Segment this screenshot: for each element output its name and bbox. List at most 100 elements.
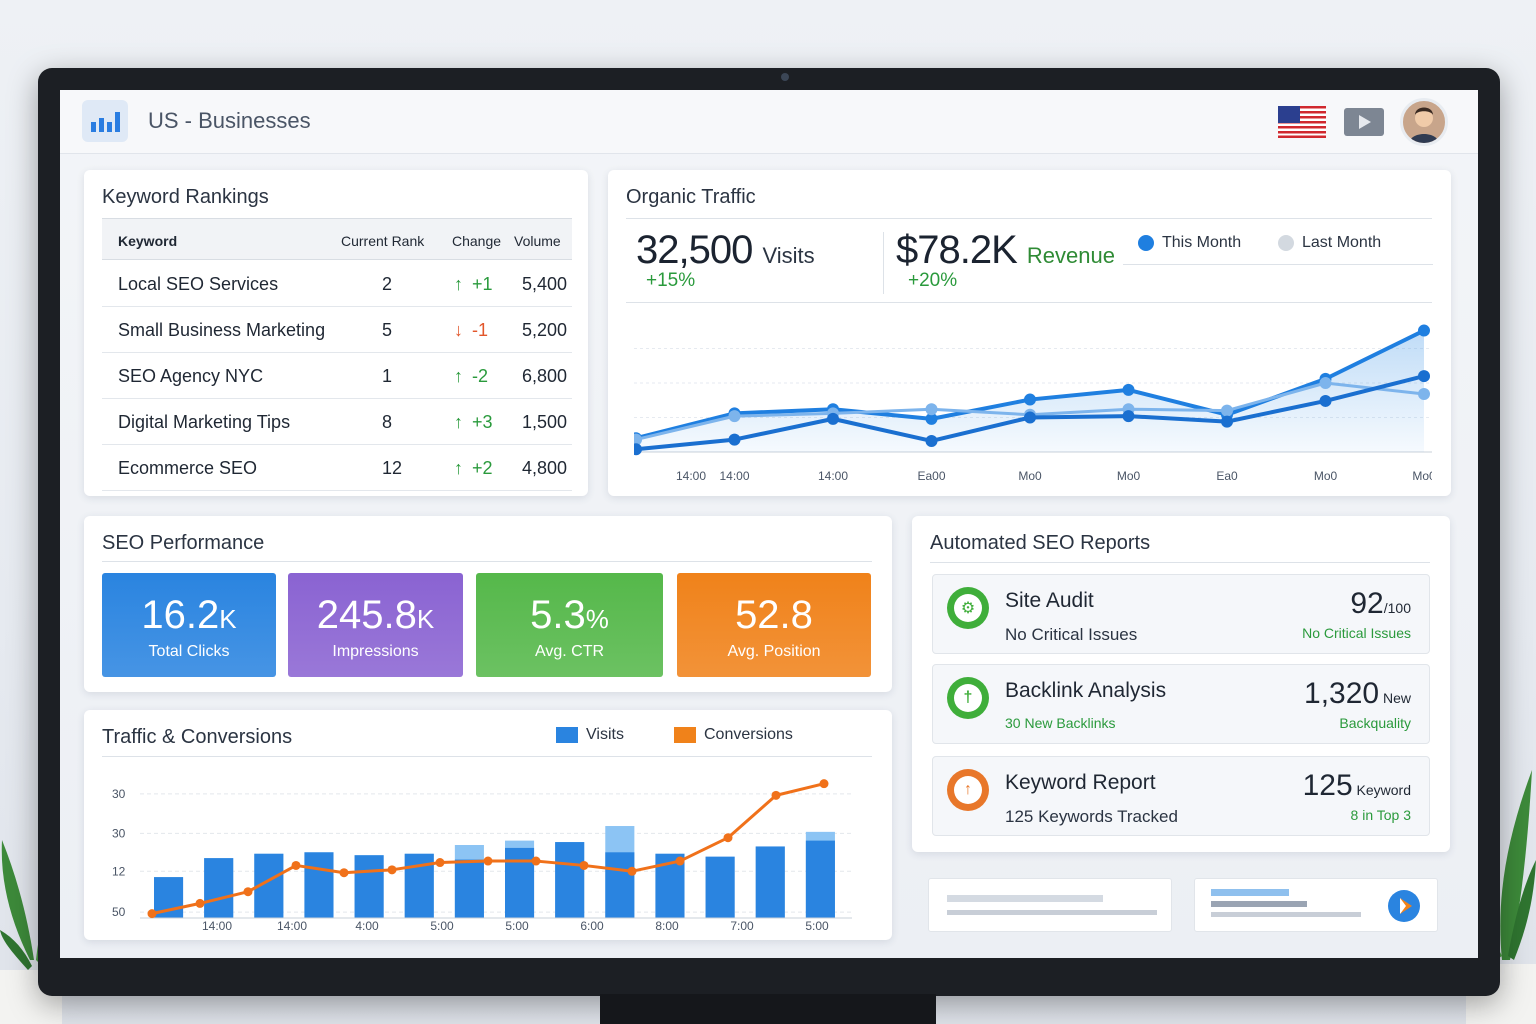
keyword-row[interactable]: Local SEO Services 2 ↑ +1 5,400 (102, 261, 572, 307)
automated-seo-reports-card: Automated SEO Reports ⚙ Site Audit No Crit… (912, 516, 1450, 852)
conversions-point[interactable] (675, 856, 685, 866)
conversions-point[interactable] (531, 856, 541, 866)
kpi-tile-total-clicks[interactable]: 16.2K Total Clicks (102, 573, 276, 677)
report-keyword-report[interactable]: ↑ Keyword Report 125 Keywords Tracked 125 K… (932, 756, 1430, 836)
keyword-row[interactable]: Small Business Marketing 5 ↓ -1 5,200 (102, 307, 572, 353)
us-flag-icon[interactable] (1278, 106, 1326, 138)
conversions-point[interactable] (579, 860, 589, 870)
traffic-conversions-bar-chart[interactable]: 30 30 12 50 14:00 14:00 4:00 5:00 5:00 6:00 8:00 7:… (102, 762, 874, 934)
legend-this-month[interactable]: This Month (1138, 234, 1241, 252)
visits-bar[interactable] (805, 840, 835, 918)
kpi-label: Total Clicks (148, 643, 230, 660)
monitor-frame: US - Businesses Keyword Rankings (38, 68, 1500, 996)
conversions-point[interactable] (195, 898, 205, 908)
visits-bar[interactable] (555, 842, 585, 918)
conversions-point[interactable] (723, 833, 733, 843)
visits-metric: 32,500 Visits (636, 228, 815, 273)
report-title: Backlink Analysis (1005, 679, 1167, 702)
conversions-point[interactable] (483, 856, 493, 866)
organic-traffic-line-chart[interactable]: 14:00 14:00 14:00 Ea00 Mo0 Mo0 Ea0 Mo0 Mo0 (634, 310, 1432, 492)
lower-series-point[interactable] (1319, 394, 1332, 407)
report-title: Keyword Report (1005, 771, 1156, 794)
lower-series-point[interactable] (1024, 411, 1036, 424)
report-number: 1,320 New (1304, 677, 1411, 710)
this-month-point[interactable] (1024, 393, 1036, 406)
keyword-row[interactable]: Digital Marketing Tips 8 ↑ +3 1,500 (102, 399, 572, 445)
keyword-table-header: Keyword Current Rank Change Volume (102, 218, 572, 260)
last-month-dot-icon (1278, 235, 1294, 251)
mini-card-right[interactable] (1194, 878, 1438, 932)
lower-series-point[interactable] (827, 412, 839, 425)
report-site-audit[interactable]: ⚙ Site Audit No Critical Issues 92/100 No Cr… (932, 574, 1430, 654)
kpi-value: 16.2K (141, 593, 237, 637)
lower-series-point[interactable] (1122, 410, 1135, 423)
visits-bar[interactable] (755, 846, 785, 918)
monitor-stand (600, 994, 936, 1024)
visits-bar[interactable] (204, 858, 234, 918)
legend-this-month-label: This Month (1162, 234, 1242, 251)
arrow-up-icon: ↑ (454, 274, 463, 294)
last-month-point[interactable] (1221, 404, 1233, 417)
change-cell: -2 (472, 366, 489, 386)
revenue-value: $78.2K (896, 228, 1018, 272)
keyword-row[interactable]: SEO Agency NYC 1 ↑ -2 6,800 (102, 353, 572, 399)
report-backlink-analysis[interactable]: † Backlink Analysis 30 New Backlinks 1,320 … (932, 664, 1430, 744)
legend-conversions[interactable]: Conversions (674, 726, 793, 744)
conversions-point[interactable] (339, 868, 349, 878)
x-tick-label: Mo0 (1117, 469, 1141, 483)
this-month-point[interactable] (1418, 324, 1430, 337)
keyword-cell: SEO Agency NYC (118, 366, 264, 386)
last-month-point[interactable] (634, 433, 642, 446)
visits-bar[interactable] (304, 852, 334, 918)
col-current-rank[interactable]: Current Rank (341, 233, 425, 249)
lower-series-point[interactable] (728, 433, 741, 446)
traffic-conversions-title: Traffic & Conversions (102, 726, 293, 748)
arrow-up-icon: ↑ (454, 412, 463, 432)
user-avatar[interactable] (1400, 98, 1448, 146)
visits-bar[interactable] (605, 852, 635, 918)
col-volume[interactable]: Volume (514, 233, 561, 249)
last-month-point[interactable] (1418, 388, 1430, 401)
lower-series-point[interactable] (1418, 370, 1430, 383)
lower-series-point[interactable] (1221, 415, 1233, 428)
conversions-point[interactable] (243, 887, 253, 897)
conversions-point[interactable] (291, 860, 301, 870)
lower-series-point[interactable] (925, 434, 938, 447)
kpi-tile-avg-ctr[interactable]: 5.3% Avg. CTR (476, 573, 663, 677)
last-month-point[interactable] (925, 403, 938, 416)
kpi-tile-avg-position[interactable]: 52.8 Avg. Position (677, 573, 871, 677)
conversions-point[interactable] (771, 790, 781, 800)
keyword-row[interactable]: Ecommerce SEO 12 ↑ +2 4,800 (102, 445, 572, 491)
col-change[interactable]: Change (452, 233, 502, 249)
visits-bar[interactable] (705, 856, 735, 918)
conversions-point[interactable] (435, 858, 445, 868)
last-month-point[interactable] (1319, 377, 1332, 389)
visits-bar[interactable] (505, 847, 535, 918)
rank-cell: 12 (382, 458, 403, 478)
report-sub-right: No Critical Issues (1302, 625, 1411, 641)
mini-card-left[interactable] (928, 878, 1172, 932)
volume-cell: 1,500 (522, 412, 568, 432)
visits-bar[interactable] (354, 855, 384, 918)
this-month-point[interactable] (925, 412, 938, 425)
legend-visits[interactable]: Visits (556, 726, 624, 744)
x-tick-label: 14:00 (818, 469, 848, 483)
revenue-label: Revenue (1026, 243, 1115, 268)
col-keyword[interactable]: Keyword (118, 233, 178, 249)
play-circle-icon[interactable] (1387, 889, 1421, 923)
lower-series-point[interactable] (634, 443, 642, 456)
bar-chart-logo-icon[interactable] (82, 100, 128, 142)
visits-bar[interactable] (454, 859, 484, 918)
conversions-point[interactable] (627, 866, 637, 876)
last-month-point[interactable] (728, 410, 741, 423)
conversions-point[interactable] (819, 779, 829, 789)
conversions-point[interactable] (387, 865, 397, 875)
legend-conversions-label: Conversions (704, 726, 793, 743)
report-subtitle: 30 New Backlinks (1005, 715, 1116, 731)
legend-visits-label: Visits (586, 726, 624, 743)
video-play-icon[interactable] (1344, 108, 1384, 136)
conversions-point[interactable] (147, 909, 157, 919)
legend-last-month[interactable]: Last Month (1278, 234, 1381, 252)
this-month-point[interactable] (1122, 383, 1135, 396)
kpi-tile-impressions[interactable]: 245.8K Impressions (288, 573, 463, 677)
